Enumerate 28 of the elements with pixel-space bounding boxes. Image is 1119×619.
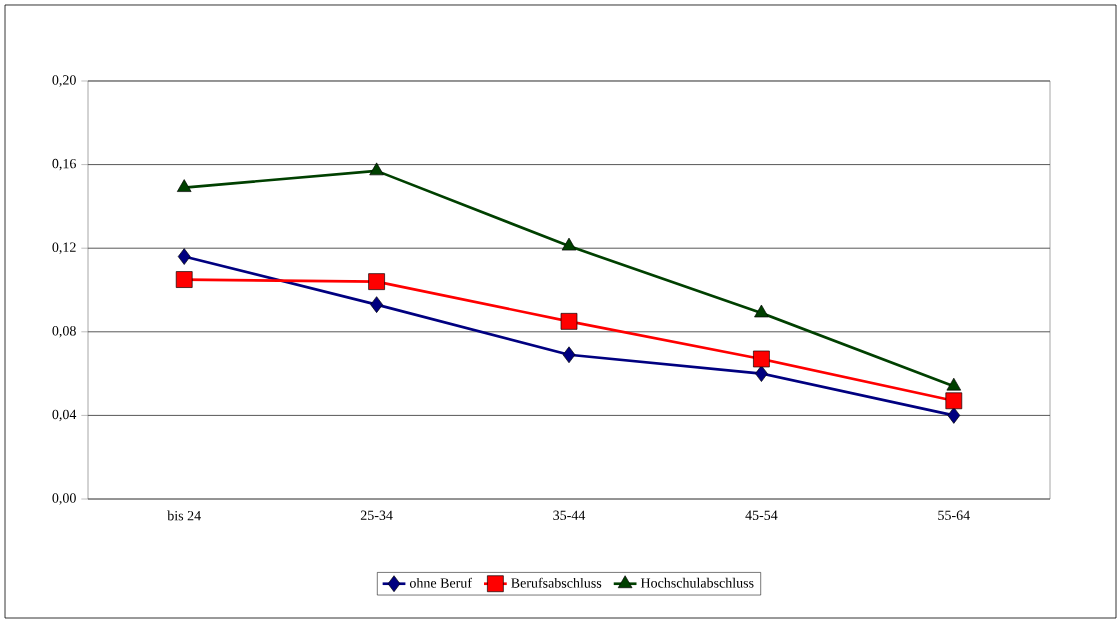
point bbox=[753, 350, 770, 368]
legend-label: Hochschulabschluss bbox=[640, 577, 754, 588]
point bbox=[369, 162, 384, 176]
y-tick-label: 0,20 bbox=[52, 75, 76, 87]
point bbox=[562, 346, 576, 364]
point bbox=[561, 237, 577, 251]
x-tick-label: bis 24 bbox=[167, 510, 201, 521]
x-tick-label: 35-44 bbox=[553, 510, 586, 521]
point bbox=[754, 304, 769, 318]
point bbox=[755, 365, 768, 382]
y-tick-label: 0,12 bbox=[52, 242, 76, 254]
point bbox=[370, 296, 383, 313]
point bbox=[947, 407, 961, 424]
point bbox=[177, 248, 191, 265]
y-tick-label: 0,04 bbox=[52, 409, 77, 422]
y-tick-label: 0,08 bbox=[52, 326, 76, 338]
point bbox=[560, 313, 578, 330]
y-tick-label: 0,00 bbox=[52, 493, 76, 505]
x-tick-label: 25-34 bbox=[360, 510, 393, 521]
point bbox=[945, 392, 963, 410]
y-tick-label: 0,16 bbox=[52, 158, 76, 171]
point bbox=[176, 179, 192, 192]
legend-label: ohne Beruf bbox=[409, 577, 472, 588]
x-tick-label: 55-64 bbox=[938, 510, 970, 521]
legend-label: Berufsabschluss bbox=[511, 577, 602, 588]
x-tick-label: 45-54 bbox=[745, 510, 778, 520]
point bbox=[368, 273, 385, 290]
point bbox=[175, 271, 193, 288]
